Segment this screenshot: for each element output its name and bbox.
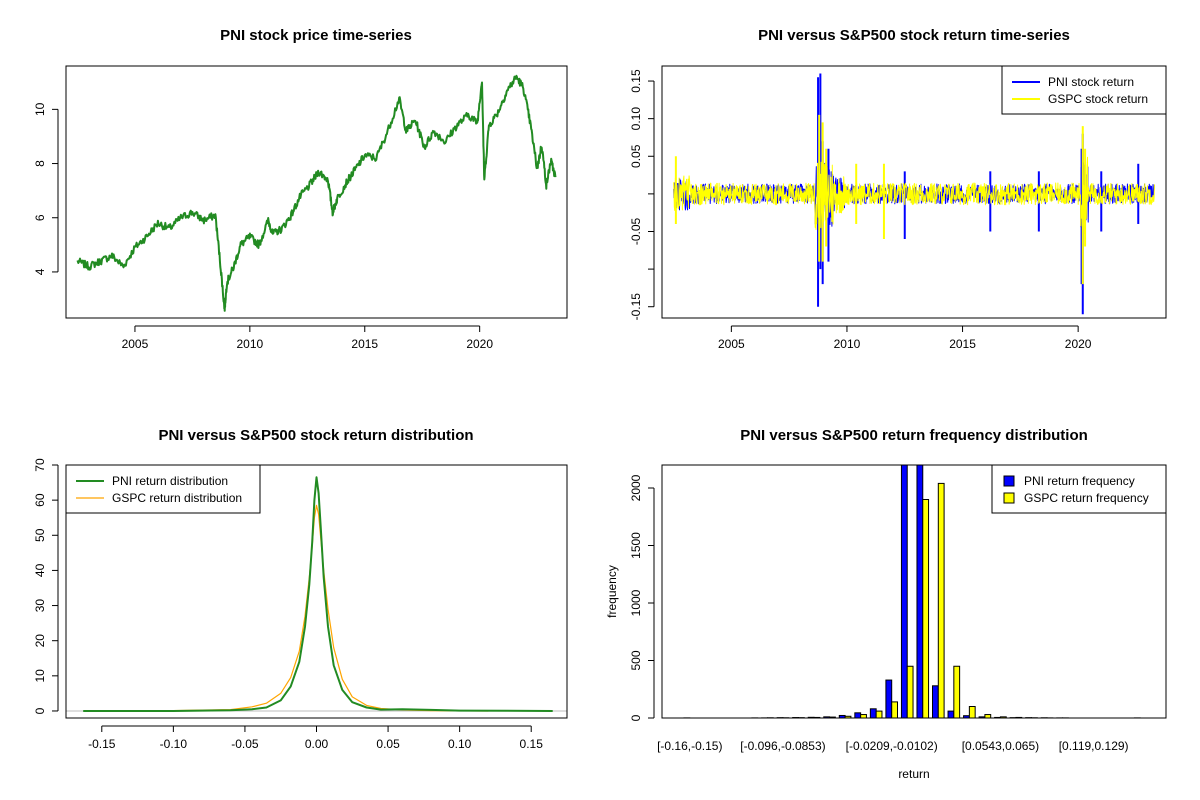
plot-frame-1 <box>661 65 1167 319</box>
y-tick-label-2-0: 0 <box>33 707 47 714</box>
bar-1-14 <box>906 665 914 718</box>
x-category-label-1: [-0.096,-0.0853) <box>740 739 825 753</box>
return-series-group <box>673 73 1155 315</box>
legend-label-0: PNI return frequency <box>1024 474 1135 488</box>
bar-0-15 <box>916 465 924 718</box>
price-series-line <box>76 74 557 312</box>
legend-hist: PNI return frequency GSPC return frequenc… <box>991 464 1167 514</box>
x-category-label-0: [-0.16,-0.15) <box>657 739 722 753</box>
y-tick-label-0-3: 10 <box>33 102 47 116</box>
x-tick-label-1-1: 2010 <box>834 337 861 351</box>
x-tick-label-0-3: 2020 <box>466 337 493 351</box>
x-axis-title: return <box>898 767 929 781</box>
x-tick-label-2-6: 0.15 <box>520 737 544 751</box>
chart-title-2: PNI versus S&P500 stock return distribut… <box>158 427 473 444</box>
chart-title-3: PNI versus S&P500 return frequency distr… <box>740 427 1088 444</box>
legend-label-1: GSPC return distribution <box>112 491 242 505</box>
y-tick-label-2-6: 60 <box>33 493 47 507</box>
y-tick-label-2-4: 40 <box>33 563 47 577</box>
bar-0-14 <box>900 465 908 718</box>
legend-box <box>1001 65 1167 115</box>
legend-swatch-0 <box>1003 475 1015 487</box>
gspc-density-line <box>130 504 489 712</box>
x-tick-label-2-3: 0.00 <box>305 737 329 751</box>
legend-returns: PNI stock return GSPC stock return <box>1001 65 1167 115</box>
bar-1-17 <box>953 665 961 718</box>
legend-swatch-1 <box>1003 492 1015 504</box>
pni-density-line <box>83 476 553 712</box>
legend-label-1: GSPC stock return <box>1048 92 1148 106</box>
bar-0-12 <box>869 708 877 718</box>
x-tick-label-0-0: 2005 <box>122 337 149 351</box>
y-tick-label-2-2: 20 <box>33 634 47 648</box>
x-tick-label-2-1: -0.10 <box>160 737 188 751</box>
y-tick-label-2-5: 50 <box>33 528 47 542</box>
gspc-return-line <box>673 153 1155 236</box>
legend-label-1: GSPC return frequency <box>1024 491 1149 505</box>
y-tick-label-1-0: -0.15 <box>629 293 643 321</box>
x-tick-label-0-2: 2015 <box>351 337 378 351</box>
y-tick-label-3-2: 1000 <box>629 589 643 616</box>
chart-title-1: PNI versus S&P500 stock return time-seri… <box>758 27 1070 44</box>
x-tick-label-2-4: 0.05 <box>376 737 400 751</box>
y-axis-title: frequency <box>605 565 619 618</box>
bar-1-13 <box>891 701 899 718</box>
y-tick-label-1-2: -0.05 <box>629 217 643 245</box>
bar-1-18 <box>968 706 976 718</box>
y-tick-label-0-1: 6 <box>33 214 47 221</box>
x-category-label-4: [0.119,0.129) <box>1059 739 1129 753</box>
bar-1-19 <box>984 714 992 718</box>
y-tick-label-3-0: 0 <box>629 714 643 721</box>
y-tick-label-1-4: 0.05 <box>629 144 643 168</box>
x-tick-label-2-5: 0.10 <box>448 737 472 751</box>
legend-label-0: PNI stock return <box>1048 75 1134 89</box>
y-tick-label-1-5: 0.10 <box>629 107 643 131</box>
legend-box <box>991 464 1167 514</box>
y-tick-label-3-4: 2000 <box>629 474 643 501</box>
x-tick-label-2-2: -0.05 <box>231 737 259 751</box>
gspc-return-series <box>673 114 1155 285</box>
bar-1-12 <box>875 710 883 718</box>
x-tick-label-1-0: 2005 <box>718 337 745 351</box>
bar-1-11 <box>860 714 867 718</box>
legend-density: PNI return distribution GSPC return distr… <box>65 464 261 514</box>
plot-frame-2 <box>65 464 568 719</box>
legend-label-0: PNI return distribution <box>112 474 228 488</box>
bar-1-15 <box>922 499 930 718</box>
plot-frame-3 <box>661 464 1167 719</box>
x-category-label-2: [-0.0209,-0.0102) <box>846 739 938 753</box>
y-tick-label-3-3: 1500 <box>629 532 643 559</box>
y-tick-label-2-1: 10 <box>33 669 47 683</box>
y-tick-label-2-3: 30 <box>33 599 47 613</box>
x-tick-label-1-3: 2020 <box>1065 337 1092 351</box>
y-tick-label-1-6: 0.15 <box>629 69 643 93</box>
bar-0-11 <box>854 712 862 718</box>
x-category-label-3: [0.0543,0.065) <box>962 739 1039 753</box>
y-tick-label-2-7: 70 <box>33 458 47 472</box>
plot-frame-0 <box>65 65 568 319</box>
x-tick-label-0-1: 2010 <box>237 337 264 351</box>
bar-1-10 <box>844 715 852 718</box>
y-tick-label-3-1: 500 <box>629 650 643 670</box>
chart-title-0: PNI stock price time-series <box>220 27 412 44</box>
x-tick-label-2-0: -0.15 <box>88 737 116 751</box>
y-tick-label-0-2: 8 <box>33 160 47 167</box>
bar-0-17 <box>947 710 955 718</box>
bar-1-16 <box>937 482 945 718</box>
bar-0-16 <box>932 685 939 718</box>
bar-0-13 <box>885 679 893 718</box>
x-tick-label-1-2: 2015 <box>949 337 976 351</box>
y-tick-label-0-0: 4 <box>33 268 47 275</box>
legend-box <box>65 464 261 514</box>
